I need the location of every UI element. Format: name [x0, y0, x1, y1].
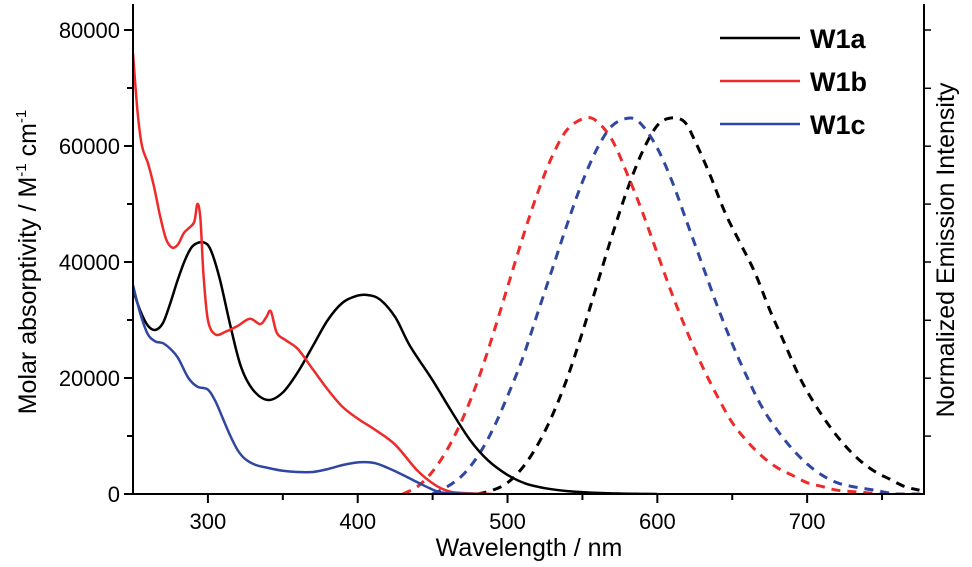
- x-tick-label: 700: [789, 509, 826, 534]
- x-tick-label: 300: [190, 509, 227, 534]
- absorption-line-w1b: [133, 53, 493, 495]
- ticks-layer: 300 400 500 600 700 0 20000 40000 60000 80000: [59, 18, 931, 534]
- y-tick-label: 40000: [59, 250, 120, 275]
- y-tick-label: 20000: [59, 366, 120, 391]
- y-tick-label: 60000: [59, 134, 120, 159]
- emission-line-w1a: [477, 116, 920, 495]
- y-tick-label: 0: [108, 482, 120, 507]
- emission-line-w1c: [431, 116, 920, 495]
- legend: W1a W1b W1c: [720, 24, 867, 140]
- legend-label-w1b: W1b: [810, 67, 867, 97]
- y2-axis-title: Normalized Emission Intensity: [932, 82, 960, 417]
- y-axis-title: Molar absorptivity / M-1 cm-1: [13, 110, 42, 415]
- legend-label-w1c: W1c: [810, 110, 866, 140]
- absorption-line-w1a: [133, 240, 658, 495]
- axes-layer: [132, 4, 925, 495]
- x-axis-title: Wavelength / nm: [436, 534, 623, 562]
- x-tick-label: 500: [489, 509, 526, 534]
- x-tick-label: 400: [339, 509, 376, 534]
- absorption-line-w1c: [133, 284, 478, 495]
- series-layer: [133, 53, 924, 495]
- x-tick-label: 600: [639, 509, 676, 534]
- emission-line-w1b: [402, 116, 924, 495]
- y-tick-label: 80000: [59, 18, 120, 43]
- legend-label-w1a: W1a: [810, 24, 867, 54]
